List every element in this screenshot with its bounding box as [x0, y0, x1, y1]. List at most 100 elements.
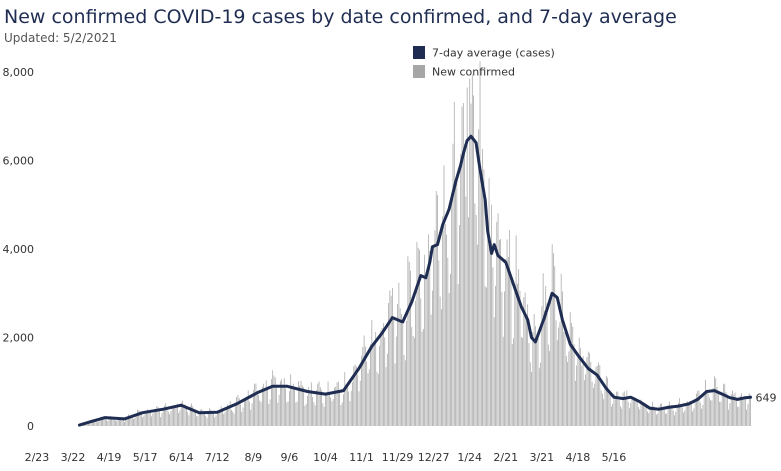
- daily-bar: [357, 374, 359, 426]
- daily-bar: [747, 404, 749, 426]
- daily-bar: [659, 403, 661, 426]
- daily-bar: [389, 290, 391, 426]
- daily-bar: [707, 392, 709, 426]
- daily-bar: [415, 300, 417, 426]
- daily-bar: [314, 405, 316, 426]
- daily-bar: [462, 102, 464, 426]
- daily-bar: [188, 415, 190, 426]
- daily-bar: [689, 400, 691, 426]
- daily-bar: [386, 353, 388, 426]
- daily-bar: [456, 177, 458, 426]
- bar-series: [79, 61, 751, 427]
- daily-bar: [487, 222, 489, 426]
- daily-bar: [110, 416, 111, 426]
- daily-bar: [484, 286, 486, 426]
- x-tick-label: 11/1: [349, 451, 374, 464]
- x-tick-label: 2/23: [25, 451, 50, 464]
- daily-bar: [572, 326, 574, 426]
- daily-bar: [138, 410, 140, 426]
- daily-bar: [250, 409, 252, 426]
- daily-bar: [687, 401, 688, 426]
- daily-bar: [90, 421, 92, 426]
- daily-bar: [730, 393, 732, 426]
- daily-bar: [587, 351, 589, 426]
- daily-bar: [285, 388, 286, 426]
- daily-bar: [225, 408, 227, 426]
- daily-bar: [715, 378, 717, 426]
- daily-bar: [112, 417, 114, 426]
- daily-bar: [237, 394, 239, 426]
- daily-bar: [196, 416, 198, 426]
- daily-bar: [733, 394, 735, 426]
- daily-bar: [593, 388, 594, 426]
- daily-bar: [470, 103, 472, 427]
- daily-bar: [143, 415, 145, 426]
- daily-bar: [249, 401, 250, 426]
- daily-bar: [439, 296, 441, 426]
- daily-bar: [160, 417, 161, 426]
- daily-bar: [362, 347, 364, 426]
- daily-bar: [708, 397, 710, 426]
- daily-bar: [450, 273, 451, 426]
- daily-bar: [282, 386, 284, 426]
- daily-bar: [744, 398, 746, 426]
- daily-bar: [621, 408, 623, 426]
- daily-bar: [426, 277, 428, 426]
- daily-bar: [589, 353, 590, 426]
- daily-bar: [631, 398, 633, 426]
- daily-bar: [437, 195, 438, 426]
- daily-bar: [243, 400, 245, 426]
- daily-bar: [699, 402, 701, 426]
- daily-bar: [411, 327, 413, 426]
- daily-bar: [513, 338, 514, 426]
- daily-bar: [164, 405, 165, 426]
- daily-bar: [201, 409, 203, 426]
- x-tick-label: 2/21: [493, 451, 518, 464]
- y-tick-label: 8,000: [3, 66, 35, 79]
- daily-bar: [496, 221, 498, 426]
- daily-bar: [506, 239, 508, 426]
- daily-bar: [385, 367, 387, 426]
- daily-bar: [710, 400, 711, 426]
- daily-bar: [328, 394, 330, 426]
- daily-bar: [473, 95, 474, 427]
- daily-bar: [206, 417, 208, 426]
- daily-bar: [488, 178, 490, 426]
- daily-bar: [742, 397, 744, 426]
- daily-bar: [148, 411, 150, 426]
- daily-bar: [550, 301, 552, 426]
- daily-bar: [370, 344, 371, 426]
- daily-bar: [155, 408, 156, 426]
- daily-bar: [538, 368, 540, 426]
- x-tick-label: 5/16: [602, 451, 627, 464]
- daily-bar: [209, 408, 210, 426]
- daily-bar: [134, 417, 136, 426]
- daily-bar: [618, 399, 620, 426]
- daily-bar: [576, 365, 578, 426]
- daily-bar: [86, 423, 88, 426]
- legend-label: New confirmed: [432, 66, 515, 79]
- daily-bar: [626, 390, 628, 426]
- daily-bar: [219, 410, 221, 426]
- daily-bar: [115, 420, 116, 426]
- daily-bar: [446, 234, 447, 426]
- daily-bar: [121, 418, 123, 426]
- daily-bar: [604, 389, 606, 426]
- daily-bar: [406, 320, 407, 426]
- daily-bar: [184, 404, 186, 426]
- daily-bar: [232, 411, 234, 426]
- daily-bar: [519, 290, 521, 426]
- daily-bar: [622, 392, 624, 426]
- daily-bar: [251, 403, 253, 426]
- daily-bar: [678, 402, 679, 426]
- daily-bar: [728, 409, 729, 426]
- daily-bar: [319, 387, 321, 426]
- daily-bar: [680, 406, 682, 426]
- daily-bar: [617, 391, 619, 426]
- x-tick-label: 3/21: [529, 451, 554, 464]
- legend-label: 7-day average (cases): [432, 47, 555, 60]
- daily-bar: [653, 405, 655, 426]
- daily-bar: [366, 361, 368, 426]
- daily-bar: [750, 395, 751, 426]
- daily-bar: [702, 404, 704, 426]
